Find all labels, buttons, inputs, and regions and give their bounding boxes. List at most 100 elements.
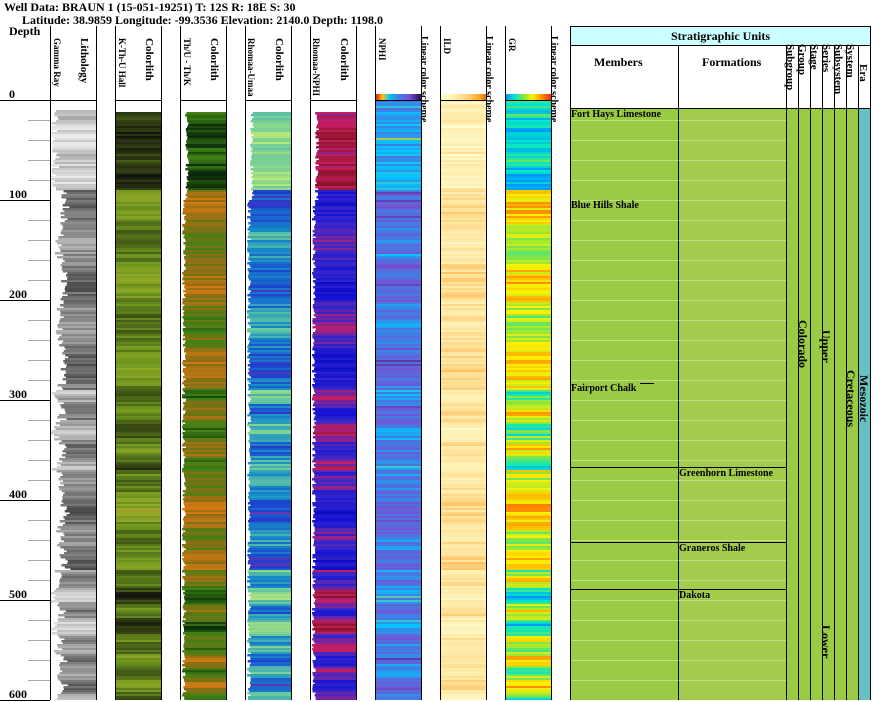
strat-grid bbox=[571, 140, 786, 141]
track-border bbox=[161, 26, 162, 700]
track-label-kthu-0: K-Th-U Hall bbox=[117, 38, 127, 88]
formations-header: Formations bbox=[702, 55, 762, 69]
depth-minor-tick bbox=[28, 680, 50, 681]
strat-grid bbox=[571, 600, 786, 601]
strat-grid bbox=[571, 180, 786, 181]
track-image-thuk bbox=[182, 112, 226, 700]
series-upper: Upper bbox=[819, 330, 833, 363]
depth-minor-tick bbox=[28, 220, 50, 221]
strat-grid bbox=[571, 340, 786, 341]
formation-label: Greenhorn Limestone bbox=[679, 468, 773, 479]
group-header: Group bbox=[796, 44, 808, 75]
members-header: Members bbox=[594, 55, 643, 69]
strat-divider bbox=[822, 46, 823, 700]
strat-divider bbox=[834, 46, 835, 700]
formation-boundary bbox=[571, 467, 786, 468]
member-tick bbox=[640, 383, 654, 384]
color-scale-gr bbox=[506, 94, 551, 100]
track-border bbox=[310, 26, 311, 700]
member-label: Fort Hays Limestone bbox=[571, 109, 661, 120]
track-header-line bbox=[50, 100, 96, 101]
depth-major-line bbox=[0, 700, 50, 701]
strat-grid bbox=[571, 480, 786, 481]
strat-grid bbox=[571, 200, 786, 201]
strat-grid bbox=[571, 280, 786, 281]
strat-grid bbox=[571, 520, 786, 521]
depth-tick-label: 300 bbox=[9, 387, 27, 401]
track-border bbox=[226, 26, 227, 700]
depth-minor-tick bbox=[28, 580, 50, 581]
track-header-line bbox=[310, 100, 356, 101]
system-cretaceous: Cretaceous bbox=[844, 370, 858, 428]
depth-minor-tick bbox=[28, 480, 50, 481]
depth-minor-tick bbox=[28, 260, 50, 261]
depth-minor-tick bbox=[28, 460, 50, 461]
strat-divider bbox=[846, 46, 847, 700]
track-border bbox=[486, 26, 487, 700]
track-label-thuk-1: Colorlith bbox=[208, 38, 220, 81]
strat-grid bbox=[571, 360, 786, 361]
strat-grid bbox=[571, 240, 786, 241]
strat-grid bbox=[571, 380, 786, 381]
strat-grid bbox=[571, 460, 786, 461]
track-image-kthu bbox=[116, 112, 161, 700]
track-header-line bbox=[505, 100, 551, 101]
strat-grid bbox=[571, 620, 786, 621]
track-label-ild-0: ILD bbox=[442, 38, 452, 55]
track-header-line bbox=[375, 100, 421, 101]
track-border bbox=[505, 26, 506, 700]
track-header-line bbox=[115, 100, 161, 101]
depth-tick-label: 600 bbox=[9, 687, 27, 701]
strat-divider bbox=[858, 46, 859, 700]
strat-grid bbox=[571, 120, 786, 121]
track-label-rhonphi-0: Rhomaa-NPHI bbox=[311, 38, 321, 96]
well-data-line: Well Data: BRAUN 1 (15-051-19251) T: 12S… bbox=[4, 0, 296, 14]
strat-grid bbox=[571, 540, 786, 541]
depth-minor-tick bbox=[28, 360, 50, 361]
track-label-rhonphi-1: Colorlith bbox=[338, 38, 350, 81]
depth-minor-tick bbox=[28, 120, 50, 121]
strat-grid bbox=[571, 500, 786, 501]
strat-grid bbox=[571, 640, 786, 641]
track-label-gamma-0: Gamma Ray bbox=[52, 38, 62, 87]
depth-axis-title: Depth bbox=[9, 24, 41, 38]
track-image-gamma bbox=[51, 110, 96, 700]
subgroup-header: Subgroup bbox=[784, 44, 796, 91]
strat-grid bbox=[571, 680, 786, 681]
strat-grid bbox=[571, 660, 786, 661]
strat-divider bbox=[786, 46, 787, 700]
depth-major-line bbox=[0, 600, 50, 601]
track-border bbox=[115, 26, 116, 700]
subsystem-header: Subsystem bbox=[832, 44, 844, 95]
track-border bbox=[440, 26, 441, 700]
system-header: System bbox=[844, 44, 856, 78]
track-border bbox=[291, 26, 292, 700]
depth-minor-tick bbox=[28, 280, 50, 281]
era-fill bbox=[858, 108, 870, 700]
track-image-gr bbox=[506, 100, 551, 700]
strat-grid bbox=[571, 420, 786, 421]
depth-minor-tick bbox=[28, 420, 50, 421]
track-border bbox=[96, 26, 97, 700]
strat-grid bbox=[571, 560, 786, 561]
depth-minor-tick bbox=[28, 380, 50, 381]
depth-minor-tick bbox=[28, 320, 50, 321]
track-label-nphi-0: NPHI bbox=[377, 38, 387, 61]
track-label-rhouma-0: Rhomaa-Umaa bbox=[246, 38, 256, 97]
era-mesozoic: Mesozoic bbox=[857, 375, 871, 423]
track-label-nphi-1: Linear color scheme bbox=[418, 36, 429, 123]
stage-header: Stage bbox=[808, 44, 820, 70]
track-border bbox=[245, 26, 246, 700]
member-label: Fairport Chalk bbox=[571, 383, 637, 394]
depth-major-line bbox=[0, 200, 50, 201]
strat-divider bbox=[678, 46, 679, 700]
depth-tick-label: 500 bbox=[9, 587, 27, 601]
formation-boundary bbox=[571, 542, 786, 543]
depth-minor-tick bbox=[28, 160, 50, 161]
formation-label: Dakota bbox=[679, 590, 711, 601]
track-border bbox=[551, 26, 552, 700]
track-border bbox=[356, 26, 357, 700]
series-header: Series bbox=[820, 44, 832, 73]
strat-grid bbox=[571, 320, 786, 321]
track-image-rhonphi bbox=[312, 112, 356, 700]
